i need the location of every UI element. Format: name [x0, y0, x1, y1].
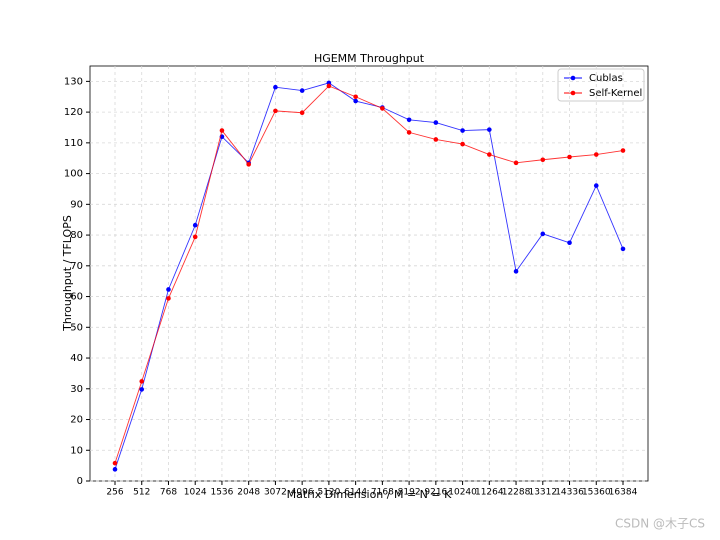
series-line: [114, 82, 624, 470]
y-tick-label: 70: [70, 261, 83, 272]
y-axis-label: Throughput / TFLOPS: [61, 215, 74, 332]
x-axis-label: Matrix Dimension / M = N = K: [287, 488, 452, 501]
y-tick-label: 110: [64, 138, 83, 149]
legend-label: Self-Kernel: [589, 88, 642, 99]
x-tick-label: 16384: [609, 488, 638, 498]
plot-frame: [89, 65, 649, 482]
chart-title: HGEMM Throughput: [314, 52, 425, 65]
legend-marker: [570, 90, 576, 96]
point: [112, 467, 118, 472]
x-tick-label: 256: [106, 488, 123, 498]
point: [246, 162, 251, 167]
y-tick-label: 130: [64, 76, 83, 87]
point: [273, 84, 278, 90]
point: [326, 83, 332, 89]
point: [353, 94, 358, 100]
point: [593, 183, 599, 188]
point: [540, 231, 546, 237]
x-tick-label: 1024: [184, 488, 207, 498]
x-tick-label: 8192: [398, 488, 421, 498]
point: [192, 222, 198, 228]
x-tick-label: 11264: [475, 488, 504, 498]
point: [487, 127, 492, 132]
x-tick-label: 2048: [237, 488, 260, 498]
legend: Cublas Self-Kernel: [557, 68, 645, 102]
x-tick-label: 10240: [448, 488, 477, 498]
point: [620, 148, 626, 153]
point: [620, 246, 626, 252]
y-tick-label: 40: [70, 353, 83, 364]
point: [166, 287, 171, 292]
point: [433, 120, 439, 125]
y-tick-label: 50: [70, 322, 83, 333]
legend-marker: [570, 75, 576, 81]
point: [460, 128, 465, 133]
x-tick-label: 14336: [555, 488, 584, 498]
point: [139, 387, 145, 392]
point: [593, 152, 599, 157]
y-tick-label: 90: [70, 199, 83, 210]
y-tick-label: 80: [70, 230, 83, 241]
watermark: CSDN @木子CS: [615, 517, 705, 531]
x-tick-label: 13312: [528, 488, 557, 498]
point: [273, 108, 278, 114]
x-tick-label: 6144: [344, 488, 367, 498]
point: [299, 110, 305, 116]
y-tick-label: 30: [70, 384, 83, 395]
point: [433, 137, 439, 142]
point: [166, 296, 171, 301]
x-tick-label: 12288: [502, 488, 531, 498]
x-tick-label: 15360: [582, 488, 611, 498]
y-tick-label: 100: [64, 169, 83, 180]
point: [460, 141, 465, 147]
x-tick-label: 5120: [317, 488, 340, 498]
point: [567, 154, 572, 160]
x-tick-label: 3072: [264, 488, 287, 498]
x-tick-label: 512: [133, 488, 150, 498]
series-line: [114, 85, 624, 464]
x-tick-label: 1536: [210, 488, 233, 498]
point: [487, 152, 492, 157]
point: [353, 98, 358, 104]
x-tick-label: 9216: [424, 488, 447, 498]
point: [219, 128, 225, 133]
x-tick-label: 4096: [291, 488, 314, 498]
point: [540, 157, 546, 163]
point: [567, 240, 572, 246]
point: [299, 88, 305, 93]
y-tick-label: 20: [70, 415, 83, 426]
y-tick-label: 120: [64, 107, 83, 118]
point: [513, 160, 519, 166]
point: [192, 234, 198, 240]
x-tick-label: 7168: [371, 488, 394, 498]
point: [380, 106, 385, 111]
point: [406, 117, 412, 123]
point: [513, 269, 519, 274]
point: [406, 130, 412, 135]
point: [112, 460, 118, 466]
y-tick-label: 10: [70, 445, 83, 456]
y-tick-label: 60: [70, 292, 83, 303]
point: [139, 379, 145, 384]
x-tick-label: 768: [160, 488, 177, 498]
legend-label: Cublas: [589, 73, 623, 84]
y-tick-label: 0: [77, 476, 83, 487]
